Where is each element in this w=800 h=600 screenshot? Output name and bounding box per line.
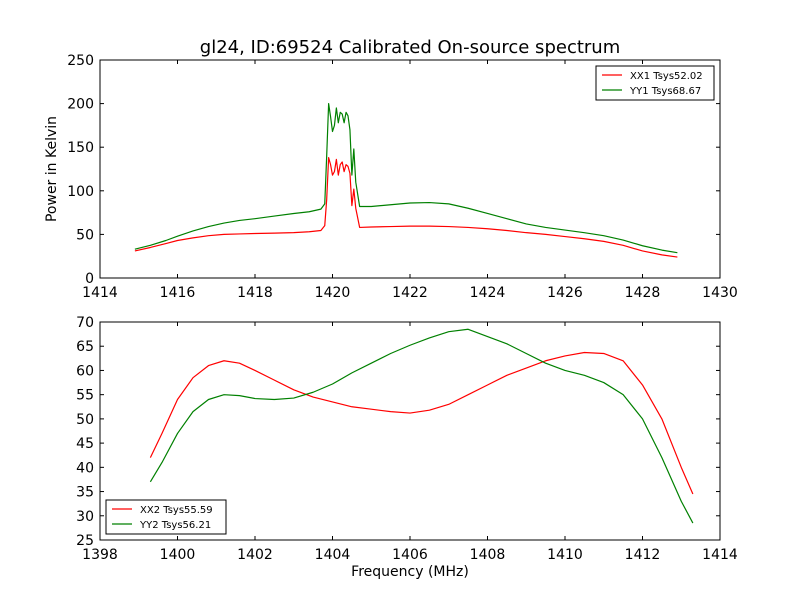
x-tick-label: 1430 [702, 285, 738, 301]
legend-label-1: XX2 Tsys55.59 [140, 505, 213, 516]
x-tick-label: 1416 [160, 285, 196, 301]
y-tick-label: 60 [76, 363, 94, 379]
x-tick-label: 1400 [160, 547, 196, 563]
series-line-2 [134, 103, 678, 254]
y-tick-label: 0 [85, 271, 94, 287]
bottom-panel: 1398 1400 1402 1404 1406 1408 1410 1412 1414 25 30… [76, 315, 738, 563]
y-tick-label: 70 [76, 315, 94, 331]
x-tick-label: 1406 [392, 547, 428, 563]
y-tick-label: 40 [76, 460, 94, 476]
y-tick-label: 50 [76, 227, 94, 243]
y-tick-label: 25 [76, 533, 94, 549]
top-panel: 1414 1416 1418 1420 1422 1424 1426 1428 1430 0 50 1… [67, 53, 738, 301]
x-axis-label: Frequency (MHz) [351, 564, 469, 580]
y-tick-label: 100 [67, 184, 94, 200]
x-tick-label: 1426 [547, 285, 583, 301]
x-tick-label: 1408 [470, 547, 506, 563]
y-tick-label: 250 [67, 53, 94, 69]
chart-title: gl24, ID:69524 Calibrated On-source spec… [200, 37, 620, 58]
legend-label-2: YY1 Tsys68.67 [629, 86, 701, 97]
y-tick-label: 50 [76, 412, 94, 428]
legend-label-1: XX1 Tsys52.02 [630, 71, 703, 82]
y-tick-label: 65 [76, 339, 94, 355]
x-tick-label: 1420 [315, 285, 351, 301]
y-tick-label: 35 [76, 485, 94, 501]
series-line-2 [149, 328, 694, 524]
series-line-1 [149, 351, 694, 495]
x-tick-label: 1412 [625, 547, 661, 563]
x-tick-label: 1418 [237, 285, 273, 301]
x-tick-label: 1424 [470, 285, 506, 301]
x-tick-label: 1428 [625, 285, 661, 301]
legend-box [105, 499, 227, 535]
x-tick-label: 1414 [702, 547, 738, 563]
series-line-1 [134, 157, 678, 258]
y-tick-label: 200 [67, 97, 94, 113]
legend-label-2: YY2 Tsys56.21 [139, 520, 211, 531]
x-tick-label: 1404 [315, 547, 351, 563]
x-tick-label: 1402 [237, 547, 273, 563]
x-tick-label: 1398 [82, 547, 118, 563]
y-tick-label: 30 [76, 509, 94, 525]
y-tick-label: 45 [76, 436, 94, 452]
y-tick-label: 150 [67, 140, 94, 156]
legend-box [595, 65, 715, 101]
x-tick-label: 1410 [547, 547, 583, 563]
x-tick-label: 1422 [392, 285, 428, 301]
y-tick-label: 55 [76, 388, 94, 404]
y-axis-label: Power in Kelvin [44, 116, 60, 222]
x-tick-label: 1414 [82, 285, 118, 301]
